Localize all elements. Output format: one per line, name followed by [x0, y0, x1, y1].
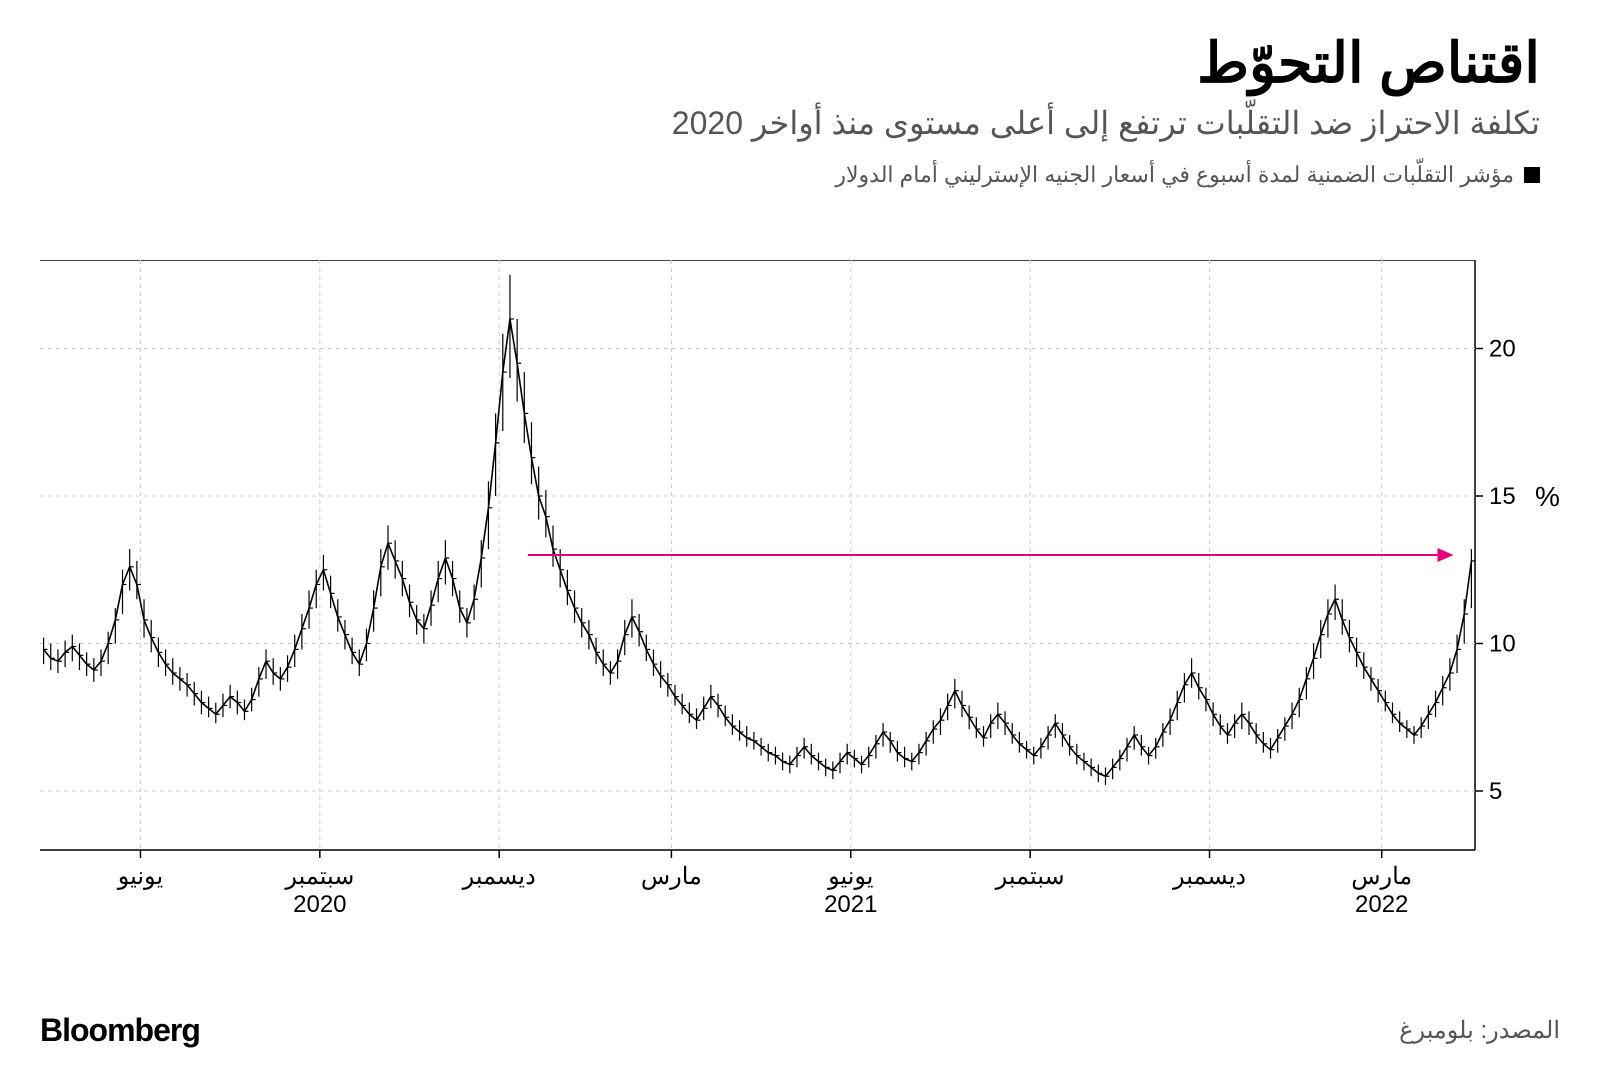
legend-swatch: [1524, 167, 1540, 183]
legend-label: مؤشر التقلّبات الضمنية لمدة أسبوع في أسع…: [835, 162, 1514, 188]
svg-text:ديسمبر: ديسمبر: [462, 863, 536, 890]
chart-svg: 5101520%يونيوسبتمبر2020ديسمبرمارسيونيو20…: [30, 260, 1570, 940]
chart-subtitle: تكلفة الاحتراز ضد التقلّبات ترتفع إلى أع…: [60, 104, 1540, 142]
chart-footer: Bloomberg المصدر: بلومبرغ: [0, 1012, 1600, 1049]
svg-text:ديسمبر: ديسمبر: [1172, 863, 1246, 890]
svg-text:2020: 2020: [293, 891, 346, 918]
brand-logo: Bloomberg: [40, 1012, 200, 1049]
chart-header: اقتناص التحوّط تكلفة الاحتراز ضد التقلّب…: [0, 0, 1600, 188]
svg-text:سبتمبر: سبتمبر: [995, 863, 1065, 890]
chart-title: اقتناص التحوّط: [60, 30, 1540, 96]
chart-plot: 5101520%يونيوسبتمبر2020ديسمبرمارسيونيو20…: [30, 260, 1570, 940]
svg-text:مارس: مارس: [1351, 863, 1412, 890]
svg-text:2022: 2022: [1355, 891, 1408, 918]
svg-text:يونيو: يونيو: [827, 863, 873, 890]
svg-text:سبتمبر: سبتمبر: [284, 863, 354, 890]
svg-text:20: 20: [1489, 336, 1516, 363]
svg-text:5: 5: [1489, 778, 1502, 805]
svg-text:%: %: [1535, 481, 1560, 512]
chart-legend: مؤشر التقلّبات الضمنية لمدة أسبوع في أسع…: [60, 162, 1540, 188]
svg-text:10: 10: [1489, 631, 1516, 658]
svg-text:15: 15: [1489, 483, 1516, 510]
svg-text:2021: 2021: [824, 891, 877, 918]
svg-text:مارس: مارس: [641, 863, 702, 890]
source-label: المصدر: بلومبرغ: [1399, 1016, 1560, 1045]
svg-text:يونيو: يونيو: [117, 863, 163, 890]
